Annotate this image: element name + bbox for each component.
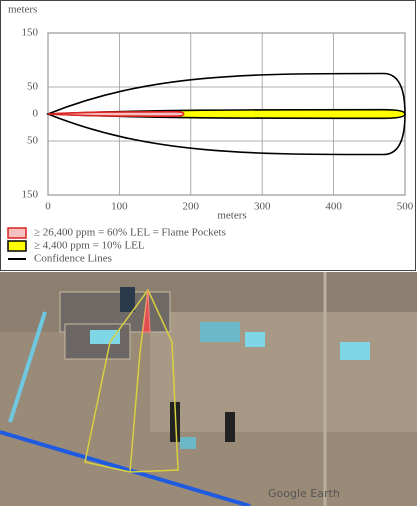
legend-label: Confidence Lines — [34, 253, 112, 265]
x-tick-label: 0 — [45, 201, 51, 213]
legend-label: ≥ 26,400 ppm = 60% LEL = Flame Pockets — [34, 227, 226, 239]
x-tick-label: 400 — [325, 201, 342, 213]
x-tick-label: 300 — [254, 201, 271, 213]
y-tick-label: 150 — [22, 189, 39, 201]
x-tick-label: 500 — [397, 201, 414, 213]
x-tick-label: 100 — [111, 201, 128, 213]
y-tick-label: 50 — [27, 135, 39, 147]
x-tick-label: 200 — [183, 201, 200, 213]
legend-swatch — [8, 228, 26, 238]
x-axis-label: meters — [217, 210, 246, 222]
y-tick-label: 150 — [22, 27, 39, 39]
y-axis-label: meters — [8, 4, 37, 16]
screenshot: meters meters 15050050150010020030040050… — [0, 0, 417, 506]
satellite-image: Google Earth — [0, 272, 417, 506]
watermark: Google Earth — [268, 487, 340, 500]
y-tick-label: 0 — [33, 108, 39, 120]
legend-label: ≥ 4,400 ppm = 10% LEL — [34, 240, 145, 252]
threat-zone — [48, 112, 184, 116]
y-tick-label: 50 — [27, 81, 39, 93]
legend-swatch — [8, 241, 26, 251]
